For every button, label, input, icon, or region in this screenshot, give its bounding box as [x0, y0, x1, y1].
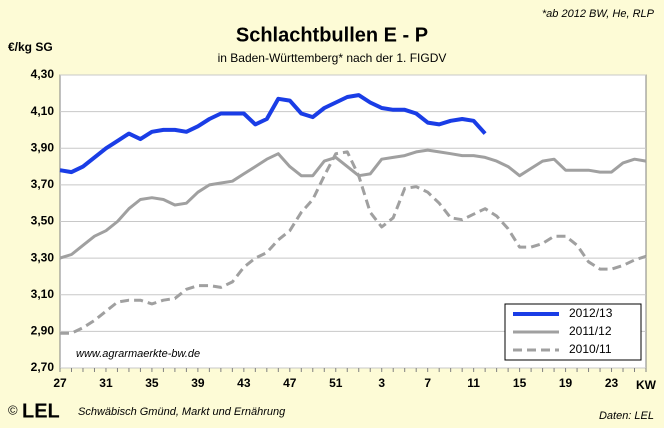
x-tick-label: 19	[559, 376, 573, 390]
footer-org: Schwäbisch Gmünd, Markt und Ernährung	[78, 406, 286, 418]
x-tick-label: 7	[424, 376, 431, 390]
y-tick-label: 3,90	[31, 140, 55, 154]
footnote: *ab 2012 BW, He, RLP	[542, 8, 655, 20]
x-tick-label: 43	[237, 376, 251, 390]
series-line	[59, 148, 647, 260]
copyright: ©	[8, 402, 18, 417]
legend-label: 2012/13	[569, 306, 613, 320]
source-url: www.agrarmaerkte-bw.de	[76, 348, 200, 360]
x-tick-label: 3	[378, 376, 385, 390]
x-axis-label: KW	[636, 378, 657, 392]
x-tick-label: 35	[145, 376, 159, 390]
y-axis-label: €/kg SG	[8, 40, 53, 54]
footer-source: Daten: LEL	[599, 410, 654, 422]
y-tick-label: 3,50	[31, 214, 55, 228]
x-tick-label: 23	[605, 376, 619, 390]
y-tick-label: 2,90	[31, 324, 55, 338]
x-tick-label: 31	[99, 376, 113, 390]
x-tick-label: 47	[283, 376, 297, 390]
series-line	[60, 150, 647, 335]
y-tick-label: 2,70	[31, 360, 55, 374]
legend-label: 2010/11	[569, 342, 612, 356]
series-line	[59, 93, 487, 175]
y-tick-label: 4,30	[31, 67, 55, 81]
y-tick-label: 3,30	[31, 250, 55, 264]
legend-label: 2011/12	[569, 324, 612, 338]
x-tick-label: 51	[329, 376, 343, 390]
x-tick-label: 15	[513, 376, 527, 390]
y-tick-label: 3,10	[31, 287, 55, 301]
y-tick-label: 4,10	[31, 104, 55, 118]
x-tick-label: 39	[191, 376, 205, 390]
chart-title: Schlachtbullen E - P	[236, 24, 428, 46]
y-tick-label: 3,70	[31, 177, 55, 191]
chart-subtitle: in Baden-Württemberg* nach der 1. FIGDV	[218, 51, 447, 65]
logo: LEL	[22, 400, 60, 422]
x-tick-label: 11	[467, 376, 480, 390]
x-tick-label: 27	[53, 376, 67, 390]
